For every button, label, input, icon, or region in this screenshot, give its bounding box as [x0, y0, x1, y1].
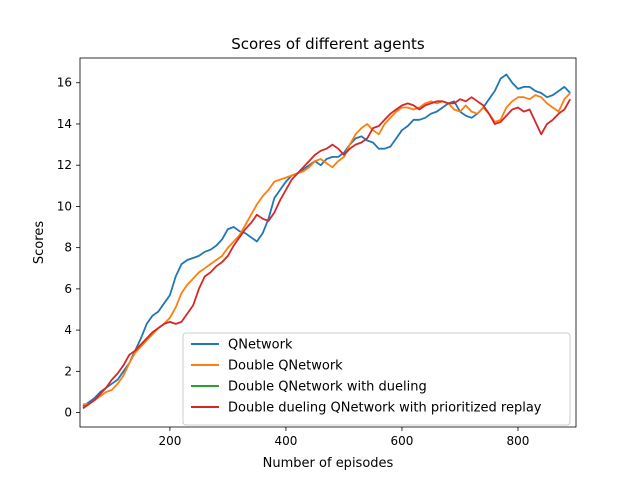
legend-label-double-dueling-qnetwork-with-prioritized-replay: Double dueling QNetwork with prioritized… [228, 401, 542, 416]
y-tick-label: 12 [57, 158, 72, 172]
plot-lines [82, 73, 571, 410]
legend-label-double-qnetwork: Double QNetwork [228, 359, 343, 374]
series-line-qnetwork [82, 73, 571, 408]
y-tick-label: 6 [64, 282, 72, 296]
y-tick-label: 16 [57, 76, 72, 90]
legend-label-qnetwork: QNetwork [228, 338, 293, 353]
y-tick-label: 14 [57, 117, 72, 131]
y-tick-label: 0 [64, 406, 72, 420]
legend-box [182, 332, 571, 426]
y-tick-label: 8 [64, 241, 72, 255]
y-tick-label: 2 [64, 364, 72, 378]
x-tick-label: 800 [507, 434, 530, 448]
y-tick-label: 4 [64, 323, 72, 337]
x-axis-label: Number of episodes [263, 456, 394, 471]
legend: QNetwork Double QNetwork Double QNetwork w… [182, 332, 571, 426]
x-tick-label: 600 [391, 434, 414, 448]
series-line-double-dueling-qnetwork-with-prioritized-replay [82, 96, 571, 410]
y-tick-label: 10 [57, 199, 72, 213]
y-axis: 0 2 4 6 8 10 12 14 16 [57, 76, 80, 420]
x-tick-label: 200 [158, 434, 181, 448]
x-tick-label: 400 [274, 434, 297, 448]
y-axis-label: Scores [32, 221, 47, 264]
axes-frame [79, 57, 577, 428]
x-axis: 200 400 600 800 [158, 427, 529, 448]
legend-label-double-qnetwork-with-dueling: Double QNetwork with dueling [228, 380, 427, 395]
chart-title: Scores of different agents [231, 35, 425, 53]
